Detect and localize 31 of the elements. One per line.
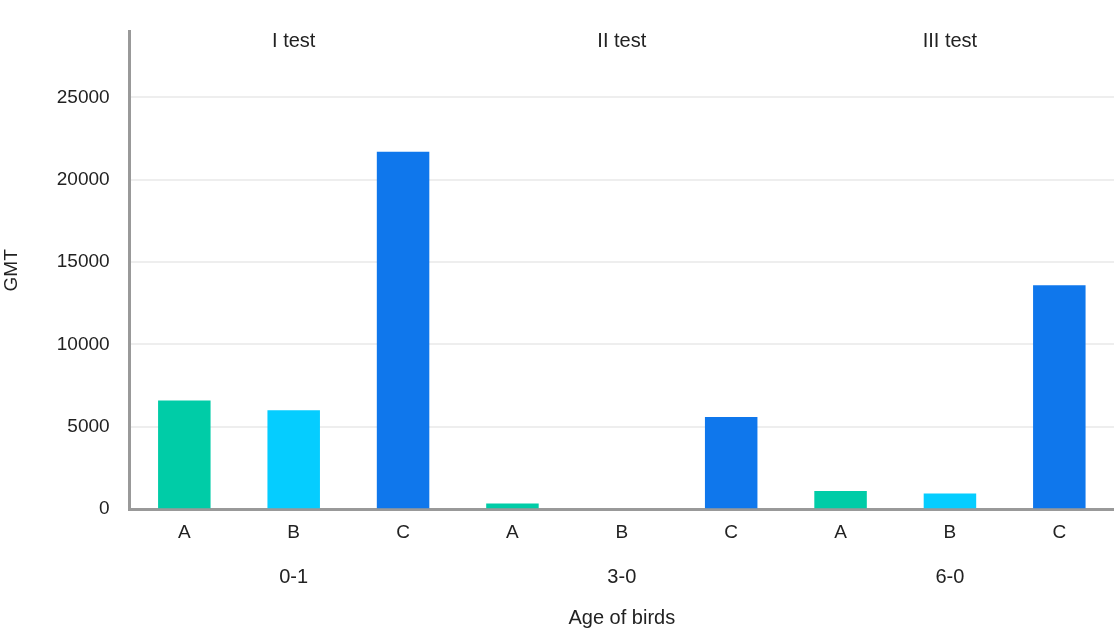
x-tick-label: C xyxy=(1052,520,1067,542)
text: 3-0 xyxy=(607,564,637,587)
x-tick-label: A xyxy=(506,520,520,542)
bar xyxy=(158,400,211,509)
y-tick-label: 20000 xyxy=(56,167,110,189)
x-tick-label: C xyxy=(396,520,410,542)
bar xyxy=(923,493,977,509)
y-tick-label: 0 xyxy=(99,497,110,519)
y-tick-label: 25000 xyxy=(56,85,110,107)
annotation: I test xyxy=(272,28,316,51)
x-tick-label: A xyxy=(834,520,848,542)
text: 6-0 xyxy=(935,564,965,587)
x-tick-label: A xyxy=(177,520,191,542)
y-tick-label: 10000 xyxy=(56,332,110,354)
x-tick-label: B xyxy=(287,520,301,542)
x-axis-title: Age of birds xyxy=(568,605,676,628)
bar xyxy=(1033,285,1086,509)
annotation: III test xyxy=(922,28,978,51)
bar xyxy=(486,503,539,509)
bar xyxy=(814,491,867,509)
y-tick-label: 5000 xyxy=(67,415,110,437)
x-tick-label: B xyxy=(943,520,957,542)
y-tick-label: 15000 xyxy=(56,250,110,272)
y-axis-title: GMT xyxy=(0,248,21,292)
bar xyxy=(704,416,758,509)
text: 0-1 xyxy=(279,564,309,587)
x-tick-label: B xyxy=(615,520,629,542)
x-tick-label: C xyxy=(724,520,739,542)
bar xyxy=(376,151,430,509)
bar xyxy=(267,410,320,509)
annotation: II test xyxy=(597,28,647,51)
